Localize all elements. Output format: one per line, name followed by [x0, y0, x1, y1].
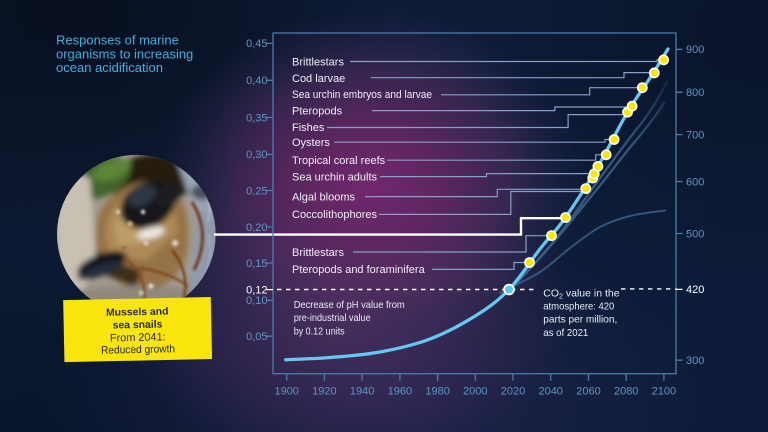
svg-text:800: 800 [686, 87, 704, 99]
svg-text:ocean acidification: ocean acidification [56, 60, 163, 75]
svg-text:Sea urchin adults: Sea urchin adults [292, 171, 377, 183]
svg-text:pre-industrial value: pre-industrial value [294, 312, 371, 324]
svg-text:1980: 1980 [425, 386, 449, 398]
svg-text:Fishes: Fishes [292, 122, 325, 134]
svg-text:parts per million,: parts per million, [543, 313, 617, 325]
svg-text:0,25: 0,25 [246, 185, 267, 197]
svg-text:1900: 1900 [274, 386, 298, 398]
svg-text:by 0.12 units: by 0.12 units [294, 326, 345, 338]
svg-text:Pteropods and foraminifera: Pteropods and foraminifera [292, 264, 426, 276]
svg-text:0,15: 0,15 [246, 258, 267, 270]
svg-text:Oysters: Oysters [292, 137, 330, 149]
svg-text:700: 700 [686, 129, 704, 141]
svg-text:Sea urchin embryos and larvae: Sea urchin embryos and larvae [292, 89, 432, 101]
svg-text:Cod larvae: Cod larvae [292, 73, 345, 85]
svg-text:420: 420 [686, 284, 704, 296]
svg-text:Brittlestars: Brittlestars [292, 56, 344, 68]
svg-text:Brittlestars: Brittlestars [292, 247, 344, 259]
svg-text:0,10: 0,10 [246, 295, 267, 307]
svg-text:300: 300 [686, 355, 704, 367]
svg-text:1940: 1940 [350, 386, 374, 398]
svg-text:Pteropods: Pteropods [292, 105, 343, 117]
svg-text:organisms to increasing: organisms to increasing [56, 46, 193, 61]
svg-text:0,05: 0,05 [246, 331, 267, 343]
svg-text:Reduced growth: Reduced growth [101, 343, 175, 357]
svg-text:From 2041:: From 2041: [110, 331, 166, 344]
svg-text:500: 500 [686, 228, 704, 240]
svg-text:Mussels and: Mussels and [106, 307, 169, 319]
svg-text:2000: 2000 [463, 386, 487, 398]
svg-text:2020: 2020 [501, 386, 525, 398]
svg-text:Tropical coral reefs: Tropical coral reefs [292, 155, 386, 167]
svg-text:0,40: 0,40 [246, 75, 267, 87]
svg-text:2060: 2060 [576, 386, 600, 398]
svg-text:CO2 value in the: CO2 value in the [543, 287, 619, 300]
svg-text:1960: 1960 [388, 386, 412, 398]
svg-text:900: 900 [686, 44, 704, 56]
svg-text:Decrease of pH value from: Decrease of pH value from [294, 299, 405, 311]
svg-text:2100: 2100 [652, 386, 676, 398]
svg-text:as of 2021: as of 2021 [543, 327, 588, 339]
svg-text:600: 600 [686, 176, 704, 188]
svg-text:sea snails: sea snails [113, 319, 163, 331]
svg-text:Algal blooms: Algal blooms [292, 191, 355, 203]
svg-text:0,30: 0,30 [246, 149, 267, 161]
svg-text:1920: 1920 [312, 386, 336, 398]
svg-text:Coccolithophores: Coccolithophores [292, 209, 377, 221]
svg-text:0,12: 0,12 [246, 285, 267, 297]
svg-text:2080: 2080 [614, 386, 638, 398]
svg-text:0,35: 0,35 [246, 112, 267, 124]
svg-text:0,20: 0,20 [246, 222, 267, 234]
svg-text:0,45: 0,45 [246, 38, 267, 50]
svg-text:Responses of marine: Responses of marine [56, 33, 179, 48]
svg-text:atmosphere: 420: atmosphere: 420 [543, 301, 614, 313]
svg-text:2040: 2040 [538, 386, 562, 398]
